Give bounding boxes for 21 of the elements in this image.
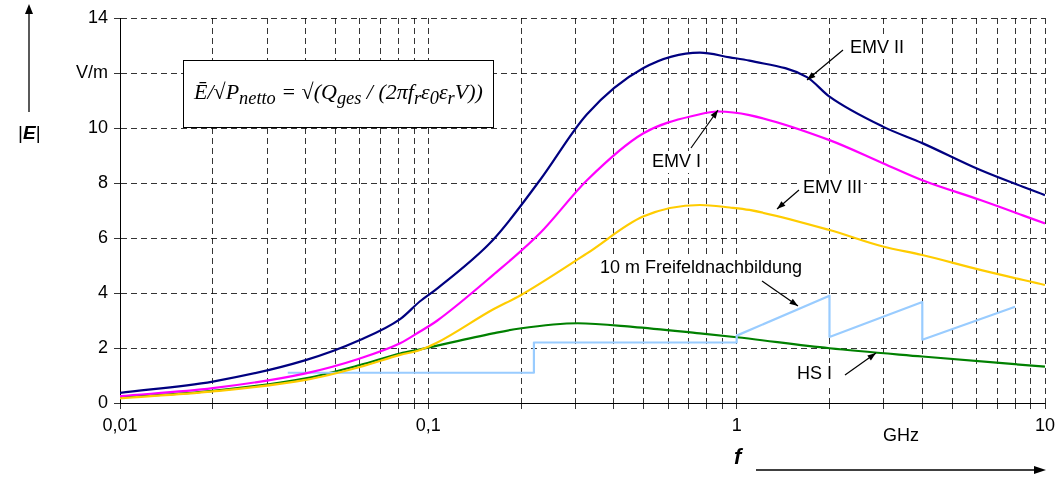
y-tick-label: 2 [97, 336, 108, 357]
x-axis-title: f [734, 444, 742, 470]
x-tick-label: 0,01 [102, 414, 138, 435]
series-label: EMV I [652, 150, 702, 171]
series-label: 10 m Freifeldnachbildung [600, 256, 803, 277]
y-axis-title: |E| [18, 122, 41, 144]
y-tick-label: 0 [97, 391, 108, 412]
text: GHz [883, 425, 919, 446]
y-tick-label: 8 [97, 171, 108, 192]
series-label: EMV III [803, 176, 863, 197]
text: EMV II [850, 36, 905, 57]
y-tick-label: 14 [87, 6, 108, 27]
x-tick-label: 0,1 [415, 414, 441, 435]
y-tick-label: V/m [75, 61, 108, 82]
y-tick-label: 4 [97, 281, 108, 302]
series-label: HS I [797, 362, 833, 383]
y-tick-label: 10 [87, 116, 108, 137]
x-tick-label: 10 [1034, 414, 1056, 435]
y-tick-label: 6 [97, 226, 108, 247]
text: Ē/√P$_{netto}$ = √(Q$_{ges}$ / (2πf$_{r}$ε$_{0}$ε$_{r}$V)) [194, 79, 483, 109]
x-tick-label: 1 [731, 414, 742, 435]
